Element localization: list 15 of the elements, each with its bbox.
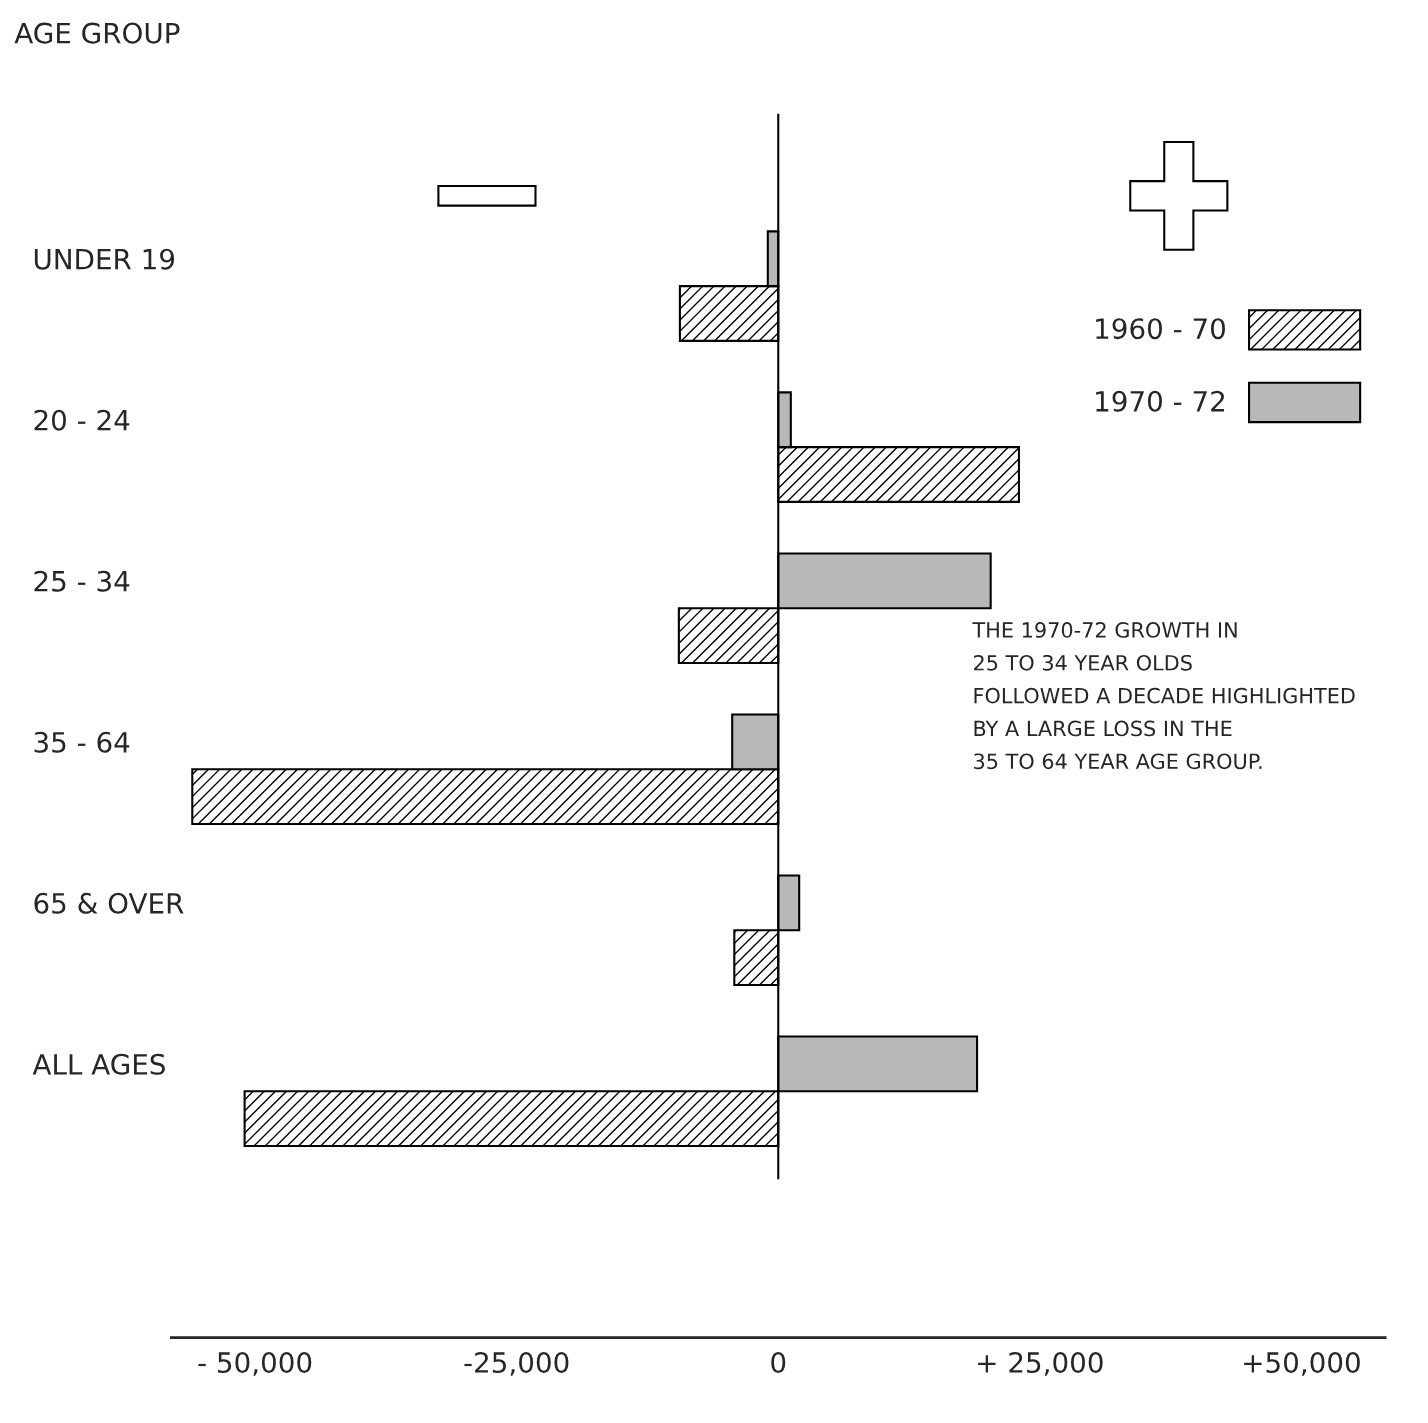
y-tick-label: 25 - 34 bbox=[34, 570, 130, 592]
x-tick-label: 0 bbox=[771, 1352, 786, 1374]
x-tick-label: +50,000 bbox=[1244, 1352, 1360, 1376]
x-tick-label: -25,000 bbox=[464, 1352, 569, 1376]
y-tick-label: 35 - 64 bbox=[34, 731, 130, 753]
y-tick-label: UNDER 19 bbox=[34, 248, 175, 270]
y-tick-label: 20 - 24 bbox=[34, 409, 130, 431]
legend-label: 1960 - 70 bbox=[1096, 318, 1225, 340]
x-tick-label: + 25,000 bbox=[978, 1352, 1103, 1376]
y-tick-label: 65 & OVER bbox=[34, 892, 184, 914]
y-axis-title: AGE GROUP bbox=[14, 22, 180, 44]
y-tick-label: ALL AGES bbox=[32, 1053, 165, 1075]
legend-label: 1970 - 72 bbox=[1096, 390, 1225, 412]
x-tick-label: - 50,000 bbox=[198, 1352, 312, 1376]
annotation: THE 1970-72 GROWTH IN 25 TO 34 YEAR OLDS FOLLOWED A DECADE HIGHLIGHTED BY A LARGE LOSS IN THE 35 TO 64 YEAR AGE GROUP. bbox=[972, 622, 1355, 770]
